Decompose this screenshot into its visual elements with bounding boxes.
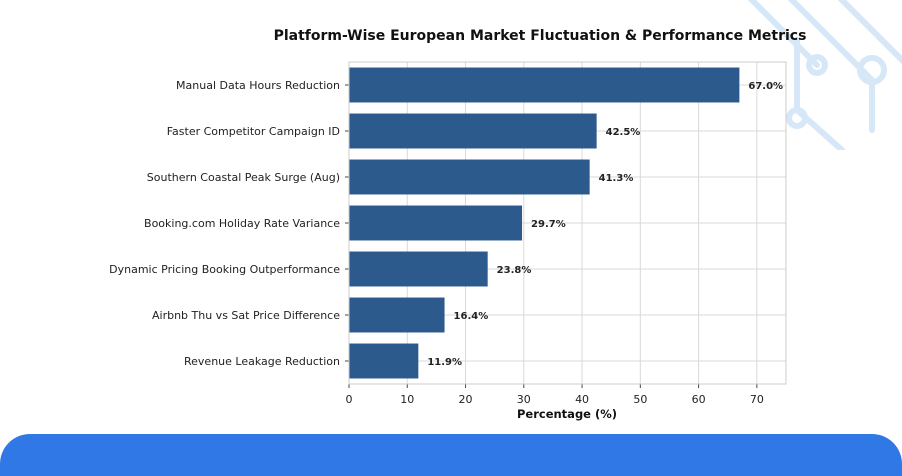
y-tick-label: Manual Data Hours Reduction (176, 79, 340, 92)
bar (349, 67, 740, 103)
circuit-decoration-icon (747, 0, 902, 150)
bar (349, 343, 419, 379)
x-tick-label: 10 (400, 393, 414, 406)
y-tick-label: Revenue Leakage Reduction (184, 355, 340, 368)
x-axis-label: Percentage (%) (517, 407, 617, 421)
value-label: 67.0% (748, 81, 783, 92)
x-tick-label: 20 (459, 393, 473, 406)
x-tick-label: 40 (575, 393, 589, 406)
value-label: 23.8% (497, 265, 532, 276)
x-tick-label: 50 (633, 393, 647, 406)
bar (349, 251, 488, 287)
y-tick-label: Faster Competitor Campaign ID (167, 125, 340, 138)
x-tick-labels: 0 10 20 30 40 50 60 70 (346, 384, 764, 406)
bottom-banner (0, 434, 902, 476)
chart-title: Platform-Wise European Market Fluctuatio… (274, 28, 807, 44)
bar (349, 297, 445, 333)
value-labels: 67.0% 42.5% 41.3% 29.7% 23.8% 16.4% 11.9% (427, 81, 783, 368)
value-label: 41.3% (599, 173, 634, 184)
bar (349, 159, 590, 195)
plot-frame (348, 61, 787, 385)
x-tick-label: 60 (692, 393, 706, 406)
value-label: 11.9% (427, 357, 462, 368)
value-label: 42.5% (606, 127, 641, 138)
y-tick-label: Airbnb Thu vs Sat Price Difference (152, 309, 340, 322)
x-tick-label: 30 (517, 393, 531, 406)
bar (349, 205, 523, 241)
x-tick-label: 0 (346, 393, 353, 406)
y-tick-label: Southern Coastal Peak Surge (Aug) (147, 171, 340, 184)
value-label: 29.7% (531, 219, 566, 230)
value-label: 16.4% (454, 311, 489, 322)
y-tick-label: Booking.com Holiday Rate Variance (144, 217, 340, 230)
y-tick-label: Dynamic Pricing Booking Outperformance (109, 263, 340, 276)
bars (349, 67, 740, 379)
y-tick-labels: Manual Data Hours Reduction Faster Compet… (109, 79, 349, 368)
x-tick-label: 70 (750, 393, 764, 406)
bar (349, 113, 597, 149)
